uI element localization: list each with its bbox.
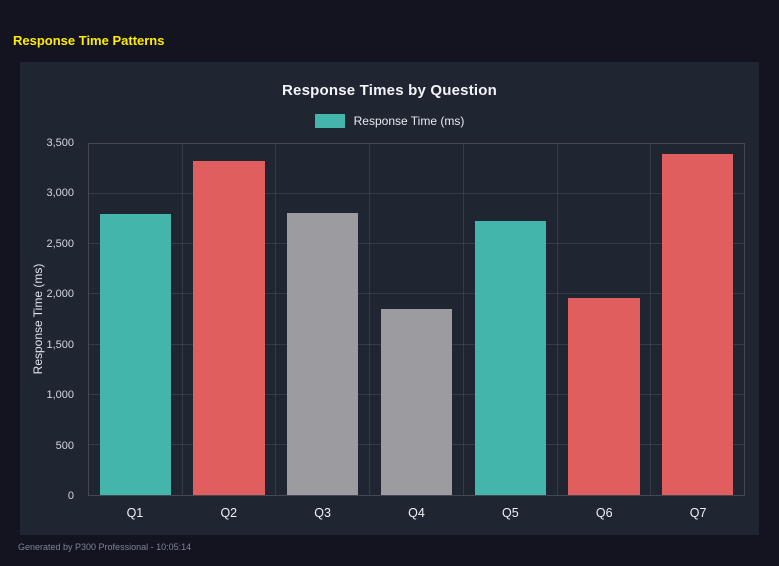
x-tick-label: Q4 (408, 506, 425, 520)
footer-status-text: Generated by P300 Professional - 10:05:1… (18, 542, 192, 552)
bar-slot-q1 (89, 144, 182, 495)
x-tick-label: Q6 (595, 506, 613, 520)
gridline (89, 193, 744, 195)
y-tick-label: 2,000 (46, 288, 74, 301)
x-tick-label: Q7 (689, 506, 707, 520)
bar-slot-q4 (369, 144, 463, 495)
y-tick-label: 500 (55, 439, 74, 452)
x-tick-label: Q2 (220, 506, 238, 520)
chart-title: Response Times by Question (282, 82, 497, 99)
plot-area (88, 143, 745, 496)
y-tick-label: 3,000 (46, 187, 74, 200)
bar-slot-q2 (181, 144, 276, 495)
chart-panel: Response Times by Question Response Time… (20, 62, 759, 535)
y-axis-ticks: 0 500 1,000 1,500 2,000 2,500 3,000 3,500 (20, 137, 80, 502)
bar-q5 (474, 221, 546, 495)
y-tick-label: 0 (67, 490, 74, 502)
page-title: Response Time Patterns (13, 33, 165, 48)
gridline (89, 293, 744, 295)
legend-swatch (314, 114, 345, 128)
legend-label: Response Time (ms) (353, 114, 465, 128)
x-axis-ticks: Q1 Q2 Q3 Q4 Q5 Q6 Q7 (88, 506, 745, 520)
y-tick-label: 3,500 (46, 137, 74, 149)
bar-slot-q3 (275, 144, 369, 495)
bar-q1 (99, 214, 172, 495)
y-tick-label: 1,500 (46, 338, 74, 351)
y-tick-label: 2,500 (46, 237, 74, 250)
bar-q2 (193, 161, 265, 495)
bar-slot-q6 (556, 144, 651, 495)
chart-legend: Response Time (ms) (20, 114, 759, 128)
bar-q4 (380, 309, 453, 495)
bar-q6 (568, 298, 640, 495)
bar-q3 (287, 213, 359, 495)
x-tick-label: Q3 (314, 506, 331, 520)
y-tick-label: 1,000 (46, 389, 74, 402)
gridline (89, 243, 744, 245)
x-tick-label: Q5 (502, 506, 519, 520)
bar-slot-q7 (650, 144, 744, 495)
x-tick-label: Q1 (126, 506, 144, 520)
bar-slot-q5 (462, 144, 557, 495)
bar-q7 (661, 154, 734, 495)
